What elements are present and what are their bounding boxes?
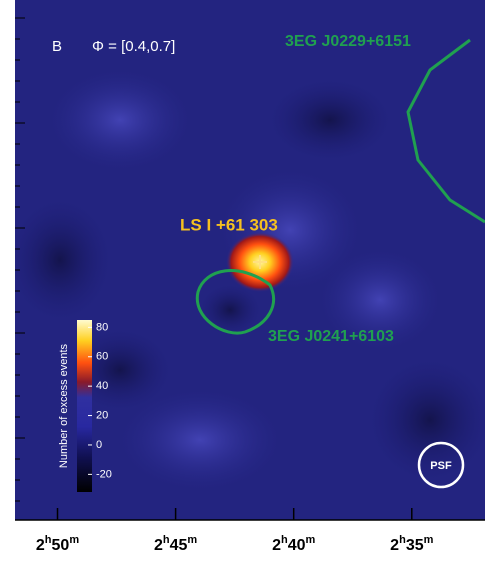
colorbar-tick-label: 40 xyxy=(96,380,108,392)
x-tick-label-part: 2 xyxy=(154,537,163,554)
x-tick-label-part: m xyxy=(187,534,197,546)
x-tick-label-part: 2 xyxy=(390,537,399,554)
psf-label: PSF xyxy=(430,460,452,472)
colorbar-label: Number of excess events xyxy=(58,343,70,468)
x-tick-label-part: m xyxy=(69,534,79,546)
source-label: LS I +61 303 xyxy=(180,215,278,234)
colorbar xyxy=(77,320,92,492)
x-tick-label-part: 2 xyxy=(36,537,45,554)
panel-label: B xyxy=(52,38,62,55)
x-tick-label: 2h35m xyxy=(390,534,433,554)
x-tick-label: 2h50m xyxy=(36,534,79,554)
x-tick-label: 2h40m xyxy=(272,534,315,554)
x-tick-label-part: m xyxy=(424,534,434,546)
colorbar-tick-label: 80 xyxy=(96,321,108,333)
x-tick-label-part: 2 xyxy=(272,537,281,554)
x-tick-label-part: 50 xyxy=(52,537,70,554)
colorbar-tick-label: 20 xyxy=(96,409,108,421)
x-tick-label-part: 35 xyxy=(406,537,424,554)
figure: B Φ = [0.4,0.7] 3EG J0229+6151 LS I +61 … xyxy=(0,0,485,568)
x-tick-label-part: 45 xyxy=(170,537,188,554)
colorbar-tick-label: 0 xyxy=(96,439,102,451)
colorbar-tick-label: -20 xyxy=(96,468,112,480)
phase-label: Φ = [0.4,0.7] xyxy=(92,38,175,55)
x-tick-label-part: 40 xyxy=(288,537,306,554)
source-label: 3EG J0229+6151 xyxy=(285,33,411,50)
colorbar-tick-label: 60 xyxy=(96,351,108,363)
x-tick-label-part: m xyxy=(306,534,316,546)
x-tick-label: 2h45m xyxy=(154,534,197,554)
source-label: 3EG J0241+6103 xyxy=(268,328,394,345)
